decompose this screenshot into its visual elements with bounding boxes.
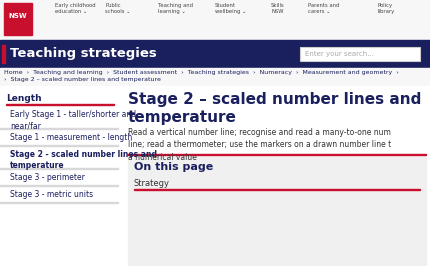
Text: Public
schools ⌄: Public schools ⌄ [105,3,130,14]
Bar [0,145,118,146]
Text: Teaching and
learning ⌄: Teaching and learning ⌄ [158,3,193,14]
Text: Strategy: Strategy [134,179,170,188]
Text: Stage 2 - scaled number lines and
temperature: Stage 2 - scaled number lines and temper… [10,150,157,171]
Bar [134,189,420,190]
Bar [300,47,420,61]
Bar [0,168,118,169]
Text: Student
wellbeing ⌄: Student wellbeing ⌄ [215,3,246,14]
Text: Stage 2 – scaled number lines and
temperature: Stage 2 – scaled number lines and temper… [128,92,421,125]
Text: Enter your search...: Enter your search... [305,51,374,57]
Bar [0,40,430,68]
Bar [0,86,430,266]
Text: Policy
library: Policy library [378,3,395,14]
Text: Teaching strategies: Teaching strategies [10,48,157,60]
Text: On this page: On this page [134,162,213,172]
Bar [0,202,118,203]
Text: ›  Stage 2 – scaled number lines and temperature: › Stage 2 – scaled number lines and temp… [4,77,161,82]
Bar [6,104,114,105]
Text: Early Stage 1 - taller/shorter and
near/far: Early Stage 1 - taller/shorter and near/… [10,110,136,130]
Text: NSW: NSW [9,13,28,19]
Bar [128,157,426,265]
Bar [4,3,32,35]
Bar [0,68,430,86]
Text: Read a vertical number line; recognise and read a many-to-one num
line; read a t: Read a vertical number line; recognise a… [128,128,391,162]
Text: Home  ›  Teaching and learning  ›  Student assessment  ›  Teaching strategies  ›: Home › Teaching and learning › Student a… [4,70,399,75]
Text: Early childhood
education ⌄: Early childhood education ⌄ [55,3,95,14]
Text: Skills
NSW: Skills NSW [271,3,285,14]
Text: Stage 3 - metric units: Stage 3 - metric units [10,190,93,199]
Bar [0,0,430,40]
Text: Parents and
carers ⌄: Parents and carers ⌄ [308,3,339,14]
Text: Stage 1 - measurement - length: Stage 1 - measurement - length [10,133,132,142]
Text: Length: Length [6,94,42,103]
Bar [2,45,4,63]
Bar [0,185,118,186]
Bar [128,154,426,155]
Text: Stage 3 - perimeter: Stage 3 - perimeter [10,173,85,182]
